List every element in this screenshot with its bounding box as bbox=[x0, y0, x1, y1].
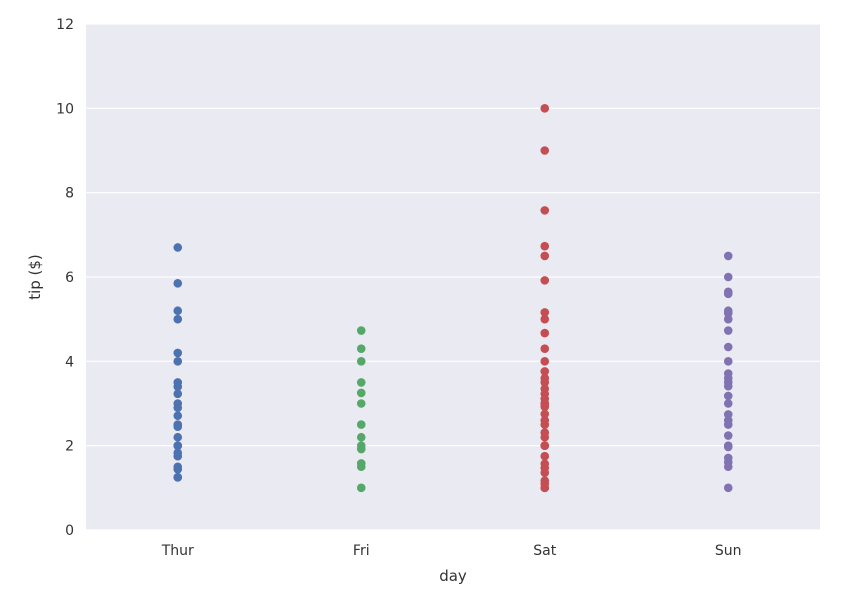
data-point-fri bbox=[356, 326, 366, 335]
data-point-sat bbox=[540, 483, 550, 493]
y-tick-label: 0 bbox=[65, 523, 74, 539]
data-point-thur bbox=[173, 279, 183, 288]
y-tick-label: 6 bbox=[65, 270, 74, 286]
data-point-sat bbox=[540, 420, 550, 429]
data-point-thur bbox=[173, 403, 183, 413]
data-point-sat bbox=[540, 402, 550, 412]
data-point-sat bbox=[540, 451, 550, 461]
data-point-thur bbox=[173, 451, 183, 461]
data-point-fri bbox=[356, 444, 366, 454]
data-point-sun bbox=[723, 251, 733, 261]
data-point-sat bbox=[540, 378, 550, 387]
data-point-sat bbox=[540, 344, 550, 353]
x-axis-title: day bbox=[439, 567, 467, 585]
x-tick-label: Sat bbox=[533, 543, 556, 559]
y-tick-label: 8 bbox=[65, 186, 74, 202]
data-point-fri bbox=[356, 483, 366, 493]
data-point-sun bbox=[723, 391, 733, 401]
data-point-thur bbox=[173, 357, 183, 366]
data-point-thur bbox=[173, 411, 183, 421]
data-point-sat bbox=[540, 276, 550, 285]
data-point-fri bbox=[356, 378, 366, 387]
data-point-fri bbox=[356, 432, 366, 442]
data-point-thur bbox=[173, 382, 183, 391]
data-point-sun bbox=[723, 342, 733, 352]
y-tick-label: 4 bbox=[65, 354, 74, 370]
data-point-fri bbox=[356, 399, 366, 408]
data-point-sun bbox=[723, 462, 733, 472]
y-tick-label: 12 bbox=[56, 17, 74, 33]
data-point-sun bbox=[723, 410, 733, 419]
data-point-thur bbox=[173, 472, 183, 482]
data-point-sun bbox=[723, 272, 733, 282]
x-axis-ticks: Thur Fri Sat Sun bbox=[161, 543, 742, 559]
y-axis-ticks: 0 2 4 6 8 10 12 bbox=[56, 17, 74, 539]
data-point-thur bbox=[173, 243, 183, 252]
data-point-sun bbox=[723, 289, 733, 299]
data-point-sat bbox=[540, 468, 550, 477]
data-point-sat bbox=[540, 251, 550, 261]
data-point-sat bbox=[540, 308, 550, 317]
data-point-sat bbox=[540, 241, 550, 251]
y-tick-label: 2 bbox=[65, 439, 74, 455]
data-point-sat bbox=[540, 146, 550, 155]
data-point-sat bbox=[540, 432, 550, 442]
data-point-sun bbox=[723, 314, 733, 324]
data-point-thur bbox=[173, 306, 183, 316]
data-point-sun bbox=[723, 483, 733, 493]
data-point-thur bbox=[173, 314, 183, 324]
grid-lines bbox=[86, 23, 820, 531]
data-point-thur bbox=[173, 348, 183, 358]
data-point-sat bbox=[540, 314, 550, 324]
data-point-fri bbox=[356, 344, 366, 353]
x-tick-label: Fri bbox=[353, 543, 370, 559]
data-points bbox=[173, 104, 733, 493]
data-point-thur bbox=[173, 441, 183, 450]
data-point-thur bbox=[173, 389, 183, 399]
data-point-thur bbox=[173, 464, 183, 474]
data-point-fri bbox=[356, 420, 366, 429]
data-point-fri bbox=[356, 357, 366, 366]
data-point-fri bbox=[356, 388, 366, 398]
x-tick-label: Sun bbox=[715, 543, 742, 559]
data-point-sun bbox=[723, 308, 733, 318]
data-point-sat bbox=[540, 328, 550, 338]
data-point-sat bbox=[540, 206, 550, 215]
data-point-sat bbox=[540, 367, 550, 376]
data-point-sun bbox=[723, 442, 733, 452]
data-point-sun bbox=[723, 420, 733, 429]
data-point-thur bbox=[173, 432, 183, 442]
x-tick-label: Thur bbox=[161, 543, 194, 559]
data-point-fri bbox=[356, 462, 366, 472]
data-point-sun bbox=[723, 381, 733, 391]
data-point-thur bbox=[173, 422, 183, 431]
data-point-sun bbox=[723, 399, 733, 408]
y-tick-label: 10 bbox=[56, 101, 74, 117]
data-point-sat bbox=[540, 409, 550, 419]
data-point-sat bbox=[540, 441, 550, 450]
data-point-sun bbox=[723, 326, 733, 335]
data-point-sun bbox=[723, 431, 733, 440]
data-point-sat bbox=[540, 104, 550, 113]
data-point-sat bbox=[540, 357, 550, 366]
y-axis-title: tip ($) bbox=[26, 254, 44, 300]
data-point-sun bbox=[723, 357, 733, 366]
